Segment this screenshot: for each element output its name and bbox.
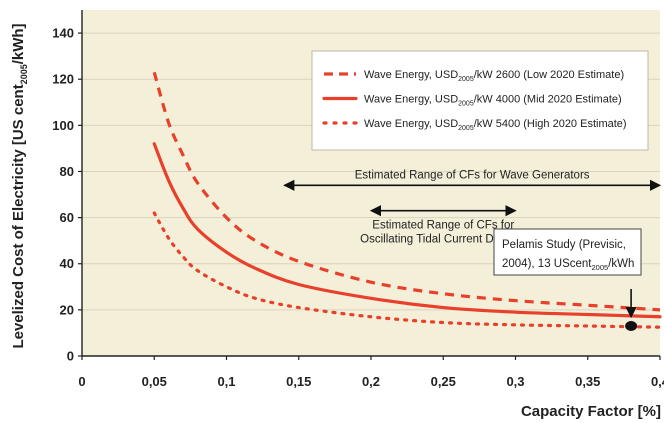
legend-label-dashed: Wave Energy, USD2005/kW 2600 (Low 2020 E… bbox=[364, 69, 624, 83]
axes: 0 20 40 60 80 100 120 140 0 0,05 0,1 0,15 0,2 0,25 0,3… bbox=[52, 10, 664, 389]
tidal-range-label-line2: Oscillating Tidal Current Devices bbox=[360, 234, 526, 246]
x-tick-label: 0,4 bbox=[651, 374, 664, 389]
series-line-solid bbox=[152, 142, 662, 319]
x-axis-title: Capacity Factor [%] bbox=[521, 403, 661, 420]
y-tick-label: 80 bbox=[60, 164, 74, 179]
x-tick-label: 0,15 bbox=[286, 374, 311, 389]
y-tick-label: 100 bbox=[52, 118, 74, 133]
series-lines bbox=[152, 71, 662, 329]
x-tick-label: 0,1 bbox=[217, 374, 235, 389]
y-tick-label: 140 bbox=[52, 26, 74, 41]
legend-label-dotted: Wave Energy, USD2005/kW 5400 (High 2020 … bbox=[364, 118, 627, 132]
x-tick-label: 0,35 bbox=[575, 374, 600, 389]
y-tick-label: 60 bbox=[60, 210, 74, 225]
axis-titles: Capacity Factor [%] Levelized Cost of Ele… bbox=[10, 23, 661, 420]
x-tick-label: 0,05 bbox=[142, 374, 167, 389]
y-tick-label: 20 bbox=[60, 302, 74, 317]
pelamis-annotation: Pelamis Study (Previsic, 2004), 13 UScent… bbox=[493, 228, 642, 332]
series-line-dotted bbox=[152, 211, 662, 329]
pelamis-label-line2: 2004), 13 UScent2005/kWh bbox=[502, 258, 634, 272]
y-tick-label: 120 bbox=[52, 72, 74, 87]
x-tick-label: 0,25 bbox=[431, 374, 456, 389]
x-tick-label: 0 bbox=[78, 374, 85, 389]
range-annotations: Estimated Range of CFs for Wave Generato… bbox=[283, 169, 662, 246]
x-tick-label: 0,2 bbox=[362, 374, 380, 389]
y-tick-label: 40 bbox=[60, 256, 74, 271]
pelamis-box bbox=[493, 228, 642, 276]
y-axis-title: Levelized Cost of Electricity [US cent20… bbox=[10, 23, 29, 348]
wave-range-label: Estimated Range of CFs for Wave Generato… bbox=[355, 169, 590, 181]
y-tick-label: 0 bbox=[67, 349, 74, 364]
pelamis-label-line1: Pelamis Study (Previsic, bbox=[502, 239, 626, 251]
x-tick-label: 0,3 bbox=[506, 374, 524, 389]
pelamis-point bbox=[625, 321, 638, 332]
legend: Wave Energy, USD2005/kW 2600 (Low 2020 E… bbox=[311, 50, 649, 151]
legend-label-solid: Wave Energy, USD2005/kW 4000 (Mid 2020 E… bbox=[364, 94, 622, 108]
tidal-range-label-line1: Estimated Range of CFs for bbox=[372, 220, 514, 232]
legend-box bbox=[311, 50, 649, 151]
series-line-dashed bbox=[152, 71, 661, 312]
